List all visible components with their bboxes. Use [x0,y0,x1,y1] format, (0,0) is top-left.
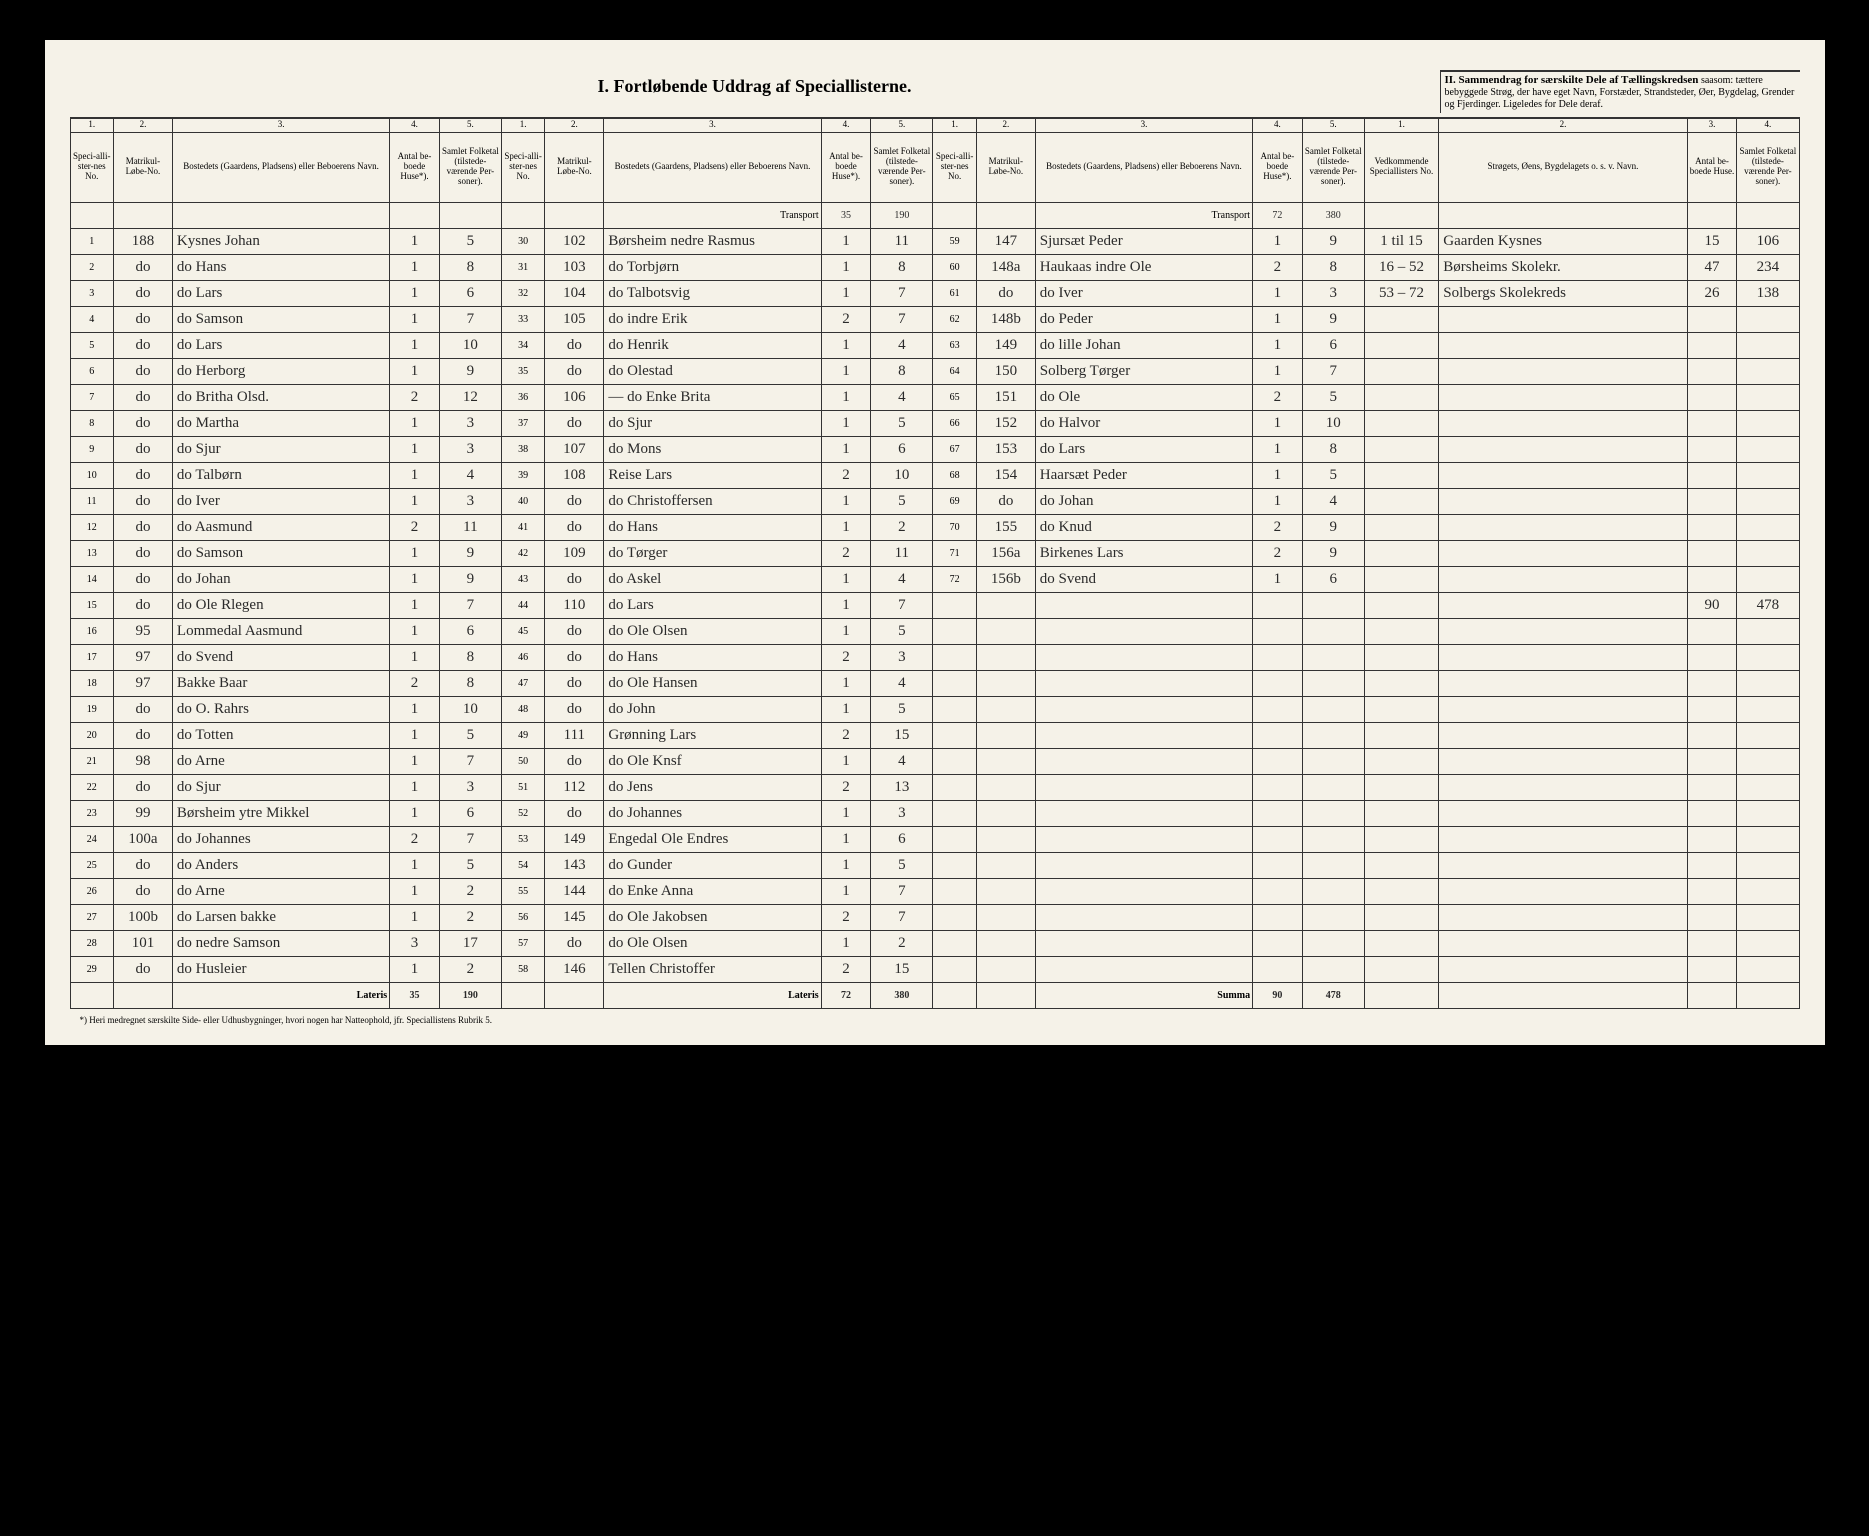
table-row: 26dodo Arne1255144do Enke Anna17 [70,878,1799,904]
table-row: 1897Bakke Baar2847dodo Ole Hansen14 [70,670,1799,696]
col-number: 2. [113,118,172,132]
table-row: 20dodo Totten1549111Grønning Lars215 [70,722,1799,748]
col-number: 3. [172,118,389,132]
transport-row: Transport35190Transport72380 [70,202,1799,228]
table-row: 19dodo O. Rahrs11048dodo John15 [70,696,1799,722]
col-number: 2. [545,118,604,132]
col-header: Strøgets, Øens, Bygdelagets o. s. v. Nav… [1439,132,1687,202]
col-header: Bostedets (Gaardens, Pladsens) eller Beb… [172,132,389,202]
table-row: 7dodo Britha Olsd.21236106— do Enke Brit… [70,384,1799,410]
table-row: 4dodo Samson1733105do indre Erik2762148b… [70,306,1799,332]
col-number: 1. [933,118,976,132]
col-number: 1. [70,118,113,132]
col-header: Speci-alli-ster-nes No. [70,132,113,202]
col-header: Vedkommende Speciallisters No. [1364,132,1438,202]
ledger-table: 1.2.3.4.5.1.2.3.4.5.1.2.3.4.5.1.2.3.4. S… [70,117,1800,1009]
col-header: Antal be-boede Huse*). [1253,132,1303,202]
table-row: 1188Kysnes Johan1530102Børsheim nedre Ra… [70,228,1799,254]
col-header: Matrikul-Løbe-No. [113,132,172,202]
table-row: 15dodo Ole Rlegen1744110do Lars1790478 [70,592,1799,618]
table-row: 13dodo Samson1942109do Tørger21171156aBi… [70,540,1799,566]
table-row: 2399Børsheim ytre Mikkel1652dodo Johanne… [70,800,1799,826]
col-number: 3. [1035,118,1252,132]
col-number: 2. [976,118,1035,132]
col-header: Samlet Folketal (tilstede-værende Per-so… [1737,132,1799,202]
col-number: 5. [439,118,501,132]
col-header: Bostedets (Gaardens, Pladsens) eller Beb… [1035,132,1252,202]
table-row: 24100ado Johannes2753149Engedal Ole Endr… [70,826,1799,852]
col-header: Samlet Folketal (tilstede-værende Per-so… [439,132,501,202]
section-ii-title: II. Sammendrag for særskilte Dele af Tæl… [1445,74,1699,86]
table-row: 29dodo Husleier1258146Tellen Christoffer… [70,956,1799,982]
col-number: 5. [1302,118,1364,132]
col-header: Antal be-boede Huse*). [821,132,871,202]
table-row: 12dodo Aasmund21141dodo Hans1270155do Kn… [70,514,1799,540]
table-body: Transport35190Transport723801188Kysnes J… [70,202,1799,1008]
table-row: 3dodo Lars1632104do Talbotsvig1761dodo I… [70,280,1799,306]
col-header: Samlet Folketal (tilstede-værende Per-so… [871,132,933,202]
col-header: Speci-alli-ster-nes No. [933,132,976,202]
main-title: I. Fortløbende Uddrag af Speciallisterne… [70,70,1440,97]
table-row: 2dodo Hans1831103do Torbjørn1860148aHauk… [70,254,1799,280]
col-number: 2. [1439,118,1687,132]
col-header: Antal be-boede Huse*). [390,132,440,202]
table-row: 6dodo Herborg1935dodo Olestad1864150Solb… [70,358,1799,384]
table-row: 10dodo Talbørn1439108Reise Lars21068154H… [70,462,1799,488]
title-row: I. Fortløbende Uddrag af Speciallisterne… [70,70,1800,113]
table-row: 11dodo Iver1340dodo Christoffersen1569do… [70,488,1799,514]
col-header: Matrikul-Løbe-No. [545,132,604,202]
table-row: 1797do Svend1846dodo Hans23 [70,644,1799,670]
table-head: 1.2.3.4.5.1.2.3.4.5.1.2.3.4.5.1.2.3.4. S… [70,118,1799,202]
table-row: 8dodo Martha1337dodo Sjur1566152do Halvo… [70,410,1799,436]
col-number: 4. [1253,118,1303,132]
col-number: 4. [1737,118,1799,132]
ledger-page: I. Fortløbende Uddrag af Speciallisterne… [45,40,1825,1045]
col-number: 1. [1364,118,1438,132]
table-row: 1695Lommedal Aasmund1645dodo Ole Olsen15 [70,618,1799,644]
table-row: 2198do Arne1750dodo Ole Knsf14 [70,748,1799,774]
lateris-row: Lateris35190Lateris72380Summa90478 [70,982,1799,1008]
col-header: Samlet Folketal (tilstede-værende Per-so… [1302,132,1364,202]
table-row: 25dodo Anders1554143do Gunder15 [70,852,1799,878]
col-header: Bostedets (Gaardens, Pladsens) eller Beb… [604,132,821,202]
table-row: 28101do nedre Samson31757dodo Ole Olsen1… [70,930,1799,956]
col-number: 3. [1687,118,1737,132]
table-row: 9dodo Sjur1338107do Mons1667153do Lars18 [70,436,1799,462]
footnote: *) Heri medregnet særskilte Side- eller … [70,1015,1800,1025]
table-row: 5dodo Lars11034dodo Henrik1463149do lill… [70,332,1799,358]
col-header: Speci-alli-ster-nes No. [501,132,544,202]
col-header: Matrikul-Løbe-No. [976,132,1035,202]
table-row: 14dodo Johan1943dodo Askel1472156bdo Sve… [70,566,1799,592]
col-header: Antal be-boede Huse. [1687,132,1737,202]
col-number: 3. [604,118,821,132]
col-number: 1. [501,118,544,132]
col-number: 4. [821,118,871,132]
col-number: 4. [390,118,440,132]
table-row: 22dodo Sjur1351112do Jens213 [70,774,1799,800]
table-row: 27100bdo Larsen bakke1256145do Ole Jakob… [70,904,1799,930]
col-number: 5. [871,118,933,132]
section-ii-header: II. Sammendrag for særskilte Dele af Tæl… [1440,70,1800,113]
